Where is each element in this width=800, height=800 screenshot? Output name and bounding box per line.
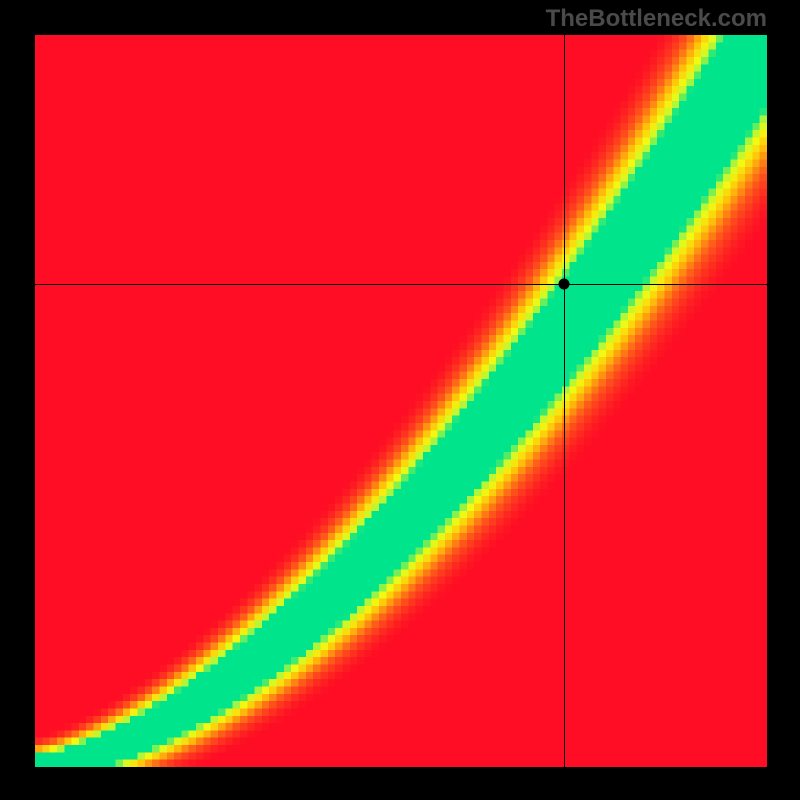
watermark-text: TheBottleneck.com [546, 5, 767, 33]
bottleneck-heatmap [35, 35, 767, 767]
crosshair-vertical [564, 35, 565, 767]
chart-container: TheBottleneck.com [0, 0, 800, 800]
crosshair-horizontal [35, 284, 767, 285]
crosshair-marker [558, 278, 569, 289]
